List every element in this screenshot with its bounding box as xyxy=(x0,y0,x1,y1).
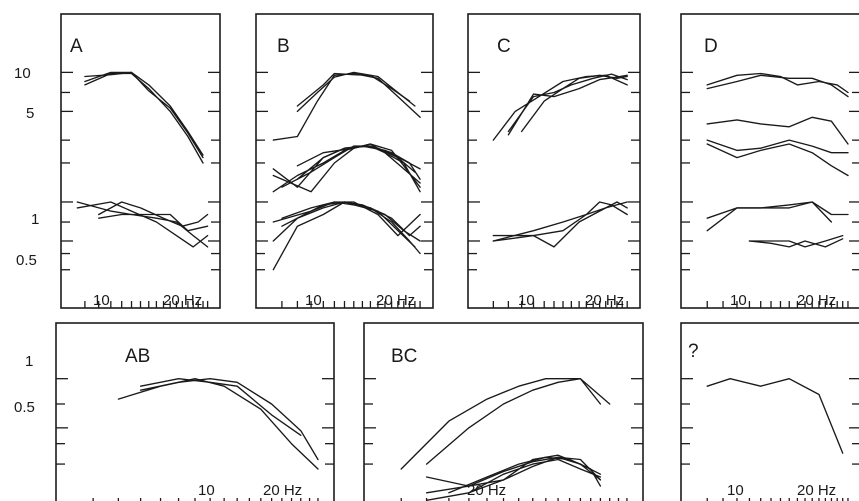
series-line-C-4 xyxy=(520,74,628,133)
series-line-D-5 xyxy=(706,143,849,177)
series-line-B-3 xyxy=(296,72,411,107)
series-line-AB-3 xyxy=(139,378,302,436)
series-line-D-2 xyxy=(706,74,849,98)
x-tick-label-10-A: 10 xyxy=(93,292,110,309)
panel-frame xyxy=(363,322,644,501)
series-line-B-12 xyxy=(281,201,421,237)
series-line-A-2 xyxy=(84,72,204,164)
series-line-D-9 xyxy=(748,234,844,248)
series-line-unknown-1 xyxy=(706,378,844,454)
panel-label: D xyxy=(704,36,718,57)
series-line-B-5 xyxy=(272,143,421,193)
series-line-B-1 xyxy=(272,72,421,141)
panel-frame xyxy=(55,322,335,501)
series-line-D-7 xyxy=(706,201,833,232)
y-tick-label-1: 1 xyxy=(31,211,39,228)
series-line-B-4 xyxy=(272,145,421,188)
panel-D: D xyxy=(680,13,859,309)
series-line-BC-5 xyxy=(448,456,602,494)
panel-AB: AB xyxy=(55,322,335,501)
series-line-C-2 xyxy=(507,73,628,133)
panel-frame xyxy=(60,13,221,309)
series-line-A-6 xyxy=(98,201,209,227)
panels-layer: A B C DAB BC? xyxy=(55,13,859,501)
series-line-A-7 xyxy=(98,213,209,232)
series-line-B-9 xyxy=(296,143,421,184)
panel-C: C xyxy=(467,13,641,309)
series-line-B-14 xyxy=(281,201,421,237)
series-line-BC-1 xyxy=(400,378,611,470)
series-line-A-1 xyxy=(84,71,204,156)
series-line-BC-4 xyxy=(425,456,602,494)
x-tick-label-20hz-BC: 20 Hz xyxy=(467,482,506,499)
series-line-BC-2 xyxy=(425,378,602,465)
x-tick-label-10-C: 10 xyxy=(518,292,535,309)
x-tick-label-20hz-A: 20 Hz xyxy=(163,292,202,309)
panel-B: B xyxy=(255,13,434,309)
panel-frame xyxy=(467,13,641,309)
panel-BC: BC xyxy=(363,322,644,501)
series-line-D-3 xyxy=(706,116,849,145)
y-tick-label-0-5: 0.5 xyxy=(16,252,37,269)
series-line-AB-2 xyxy=(139,378,319,461)
series-line-D-1 xyxy=(706,72,849,94)
series-line-C-6 xyxy=(492,201,628,248)
x-tick-label-20hz-B: 20 Hz xyxy=(376,292,415,309)
series-line-A-3 xyxy=(84,71,204,159)
x-tick-label-20hz-C: 20 Hz xyxy=(585,292,624,309)
panel-A: A xyxy=(60,13,221,309)
x-tick-label-20hz-AB: 20 Hz xyxy=(263,482,302,499)
x-tick-label-20hz-unknown: 20 Hz xyxy=(797,482,836,499)
series-line-D-6 xyxy=(706,201,849,219)
x-tick-label-10-AB: 10 xyxy=(198,482,215,499)
series-line-D-4 xyxy=(706,139,849,154)
panel-label: AB xyxy=(125,346,150,367)
panel-frame xyxy=(680,13,859,309)
series-line-B-6 xyxy=(281,145,421,193)
x-tick-label-10-B: 10 xyxy=(305,292,322,309)
panel-label: A xyxy=(70,36,83,57)
x-tick-label-10-unknown: 10 xyxy=(727,482,744,499)
series-line-A-5 xyxy=(76,201,209,248)
panel-unknown: ? xyxy=(680,322,859,501)
series-line-BC-7 xyxy=(468,456,602,494)
series-line-C-3 xyxy=(507,74,628,136)
panel-label: BC xyxy=(391,346,417,367)
series-line-C-1 xyxy=(492,74,628,141)
panel-label: B xyxy=(277,36,290,57)
y-tick-label-1-bottom: 1 xyxy=(25,353,33,370)
series-line-AB-1 xyxy=(117,378,319,470)
panel-frame xyxy=(680,322,859,501)
series-line-C-7 xyxy=(492,201,628,242)
x-tick-label-10-D: 10 xyxy=(730,292,747,309)
series-line-A-4 xyxy=(76,201,209,248)
panel-label: ? xyxy=(688,341,699,362)
y-tick-label-5: 5 xyxy=(26,105,34,122)
series-line-B-13 xyxy=(272,201,416,248)
y-tick-label-0-5-bottom: 0.5 xyxy=(14,399,35,416)
y-tick-label-10: 10 xyxy=(14,65,31,82)
x-tick-label-20hz-D: 20 Hz xyxy=(797,292,836,309)
axis-labels-layer: 10 5 1 0.5 1 0.5 10 20 Hz 10 20 Hz 10 20… xyxy=(14,65,836,499)
panel-label: C xyxy=(497,36,511,57)
